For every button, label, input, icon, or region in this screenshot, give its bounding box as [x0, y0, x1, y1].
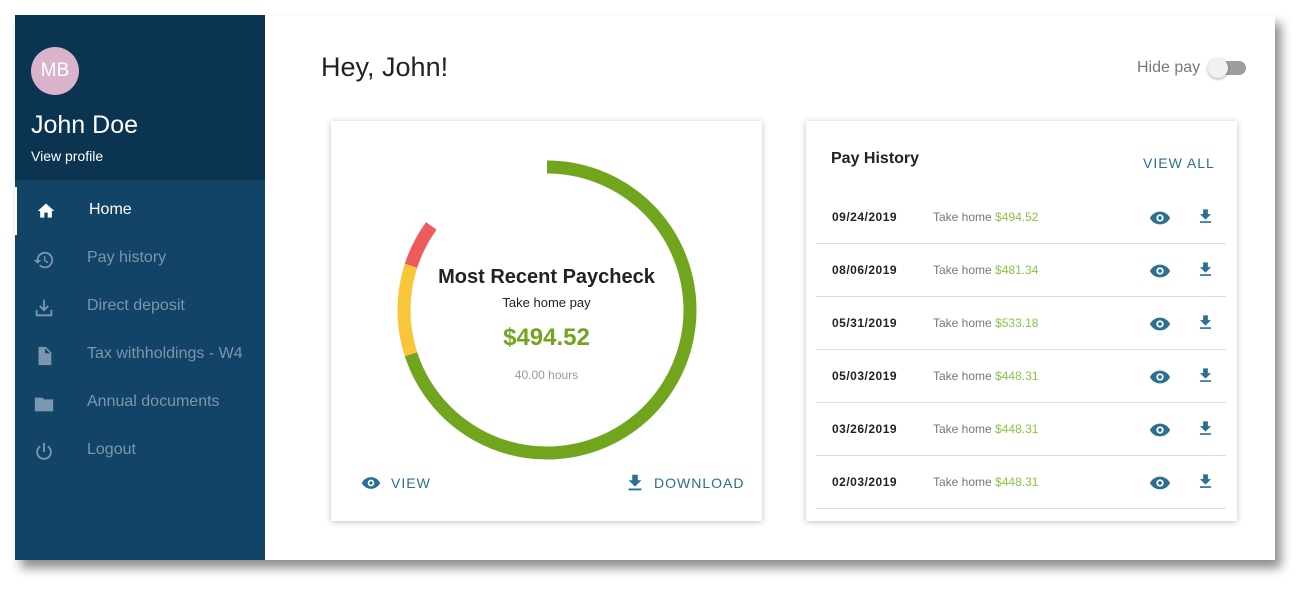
user-name: John Doe	[31, 111, 139, 139]
profile-link[interactable]: View profile	[31, 148, 104, 164]
download-label: DOWNLOAD	[654, 475, 745, 491]
view-all-link[interactable]: VIEW ALL	[1143, 155, 1215, 171]
history-row: 08/06/2019 Take home $481.34	[806, 244, 1237, 297]
nav-item[interactable]: Direct deposit	[15, 283, 265, 331]
row-divider	[816, 296, 1226, 297]
row-date: 03/26/2019	[832, 422, 898, 436]
row-label: Take home	[933, 369, 992, 383]
nav-label: Direct deposit	[87, 297, 185, 314]
download-button[interactable]: DOWNLOAD	[624, 471, 744, 495]
ring-segment	[397, 263, 418, 357]
folder-icon	[34, 397, 54, 412]
row-amount: $448.31	[995, 422, 1039, 436]
download-icon[interactable]	[1196, 260, 1215, 279]
download-icon[interactable]	[1196, 366, 1215, 385]
row-amount: $448.31	[995, 369, 1039, 383]
history-row: 03/26/2019 Take home $448.31	[806, 403, 1237, 456]
view-label: VIEW	[391, 475, 431, 491]
view-icon[interactable]	[1149, 472, 1171, 494]
view-icon[interactable]	[1149, 419, 1171, 441]
row-date: 05/03/2019	[832, 369, 898, 383]
row-date: 05/31/2019	[832, 316, 898, 330]
row-text: Take home $481.34	[933, 263, 1038, 277]
home-icon	[37, 203, 55, 218]
row-amount: $533.18	[995, 316, 1039, 330]
ring-segment	[404, 222, 437, 268]
row-amount: $481.34	[995, 263, 1039, 277]
history-row: 05/31/2019 Take home $533.18	[806, 297, 1237, 350]
row-label: Take home	[933, 316, 992, 330]
download-icon[interactable]	[1196, 313, 1215, 332]
paycheck-amount: $494.52	[503, 324, 590, 351]
row-divider	[816, 402, 1226, 403]
row-divider	[816, 455, 1226, 456]
row-text: Take home $494.52	[933, 210, 1038, 224]
toggle-label: Hide pay	[1137, 59, 1201, 76]
greeting-word: Hey,	[321, 52, 375, 82]
row-amount: $448.31	[995, 475, 1039, 489]
row-text: Take home $533.18	[933, 316, 1038, 330]
sidebar: MB John Doe View profile Home Pay histor…	[15, 15, 265, 560]
history-row: 09/24/2019 Take home $494.52	[806, 191, 1237, 244]
nav-item[interactable]: Annual documents	[15, 379, 265, 427]
nav-label: Tax withholdings - W4	[87, 345, 243, 362]
toggle-knob	[1208, 58, 1228, 78]
greeting: Hey, John!	[321, 52, 448, 83]
row-label: Take home	[933, 475, 992, 489]
view-icon[interactable]	[1149, 207, 1171, 229]
row-amount: $494.52	[995, 210, 1039, 224]
greeting-name: John!	[382, 52, 449, 82]
row-label: Take home	[933, 210, 992, 224]
history-icon	[33, 251, 54, 269]
avatar: MB	[31, 47, 79, 95]
row-date: 02/03/2019	[832, 475, 898, 489]
toggle[interactable]	[1208, 58, 1246, 78]
ring-segment	[404, 160, 697, 460]
download-icon[interactable]	[1196, 472, 1215, 491]
history-title: Pay History	[831, 150, 920, 167]
download-icon[interactable]	[1196, 207, 1215, 226]
deposit-icon	[35, 299, 53, 317]
card-title: Most Recent Paycheck	[438, 266, 655, 288]
history-row: 05/03/2019 Take home $448.31	[806, 350, 1237, 403]
paycheck-hours: 40.00 hours	[514, 368, 579, 382]
power-icon	[36, 442, 52, 460]
row-text: Take home $448.31	[933, 422, 1038, 436]
history-card: Pay History VIEW ALL 09/24/2019 Take home…	[806, 121, 1237, 521]
nav-item[interactable]: Tax withholdings - W4	[15, 331, 265, 379]
paycheck-ring	[397, 160, 697, 460]
download-icon[interactable]	[1196, 419, 1215, 438]
app-window: MB John Doe View profile Home Pay histor…	[15, 15, 1275, 560]
nav-item[interactable]: Logout	[15, 427, 265, 475]
row-divider	[816, 243, 1226, 244]
nav-item[interactable]: Pay history	[15, 235, 265, 283]
nav-label: Pay history	[87, 249, 167, 266]
view-icon[interactable]	[1149, 313, 1171, 335]
view-icon[interactable]	[1149, 366, 1171, 388]
profile-panel: MB John Doe View profile	[15, 15, 265, 180]
nav-label: Annual documents	[87, 393, 220, 410]
document-icon	[38, 346, 52, 366]
nav-label: Home	[89, 201, 132, 218]
row-date: 09/24/2019	[832, 210, 898, 224]
history-row: 02/03/2019 Take home $448.31	[806, 456, 1237, 509]
row-text: Take home $448.31	[933, 369, 1038, 383]
row-date: 08/06/2019	[832, 263, 898, 277]
row-text: Take home $448.31	[933, 475, 1038, 489]
view-icon[interactable]	[1149, 260, 1171, 282]
eye-icon	[361, 477, 381, 489]
row-label: Take home	[933, 422, 992, 436]
nav-label: Logout	[87, 441, 136, 458]
nav-item[interactable]: Home	[15, 187, 267, 235]
row-divider	[816, 349, 1226, 350]
row-label: Take home	[933, 263, 992, 277]
download-icon	[628, 474, 642, 491]
paycheck-card: Most Recent Paycheck Take home pay $494.…	[331, 121, 762, 521]
row-divider	[816, 508, 1226, 509]
card-subtitle: Take home pay	[502, 295, 591, 310]
